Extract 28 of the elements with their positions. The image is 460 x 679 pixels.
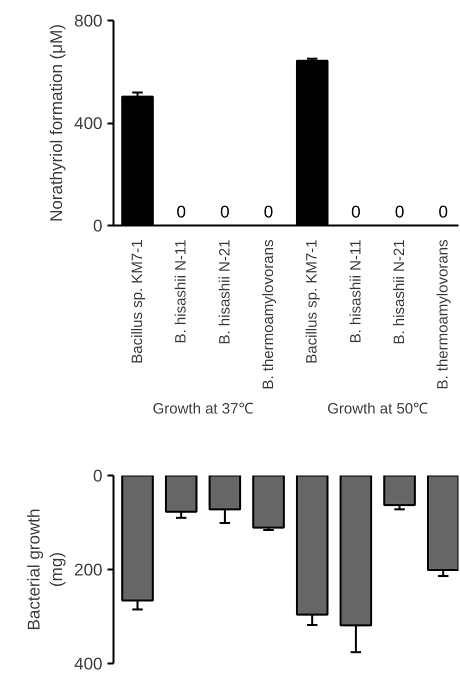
y-tick-label: 200	[74, 560, 103, 580]
y-tick-label: 800	[74, 12, 103, 30]
x-tick-label: B. hisashii N-11	[347, 239, 364, 344]
bar	[426, 476, 458, 571]
y-tick-label: 400	[74, 654, 103, 674]
y-tick-label: 400	[74, 114, 103, 133]
y-axis-title: Norathyriol formation (μM)	[47, 24, 66, 222]
data-label: 0	[351, 202, 361, 222]
data-label: 0	[438, 202, 448, 222]
bar	[164, 476, 198, 513]
text: Growth at 37℃	[152, 400, 254, 418]
data-label: 0	[394, 202, 404, 222]
bar	[383, 476, 416, 506]
text: Growth at 50℃	[327, 400, 428, 418]
y-tick-label: 0	[93, 216, 103, 236]
x-tick-label: B. hisashii N-11	[172, 239, 190, 344]
data-label: 0	[264, 202, 274, 222]
y-tick-label: 0	[93, 466, 103, 486]
x-tick-label: B. thermoamylovorans	[434, 239, 452, 390]
bar	[252, 476, 285, 529]
x-tick-label: Bacillus sp. KM7-1	[129, 239, 146, 364]
x-tick-label: B. hisashii N-21	[391, 239, 408, 345]
x-tick-label: Bacillus sp. KM7-1	[304, 239, 321, 364]
data-label: 0	[220, 202, 230, 222]
data-label: 0	[176, 202, 186, 222]
x-tick-label: B. hisashii N-21	[216, 239, 234, 345]
y-axis-title: Bacterial growth (mg)	[24, 508, 66, 630]
x-tick-label: B. thermoamylovorans	[260, 239, 278, 390]
